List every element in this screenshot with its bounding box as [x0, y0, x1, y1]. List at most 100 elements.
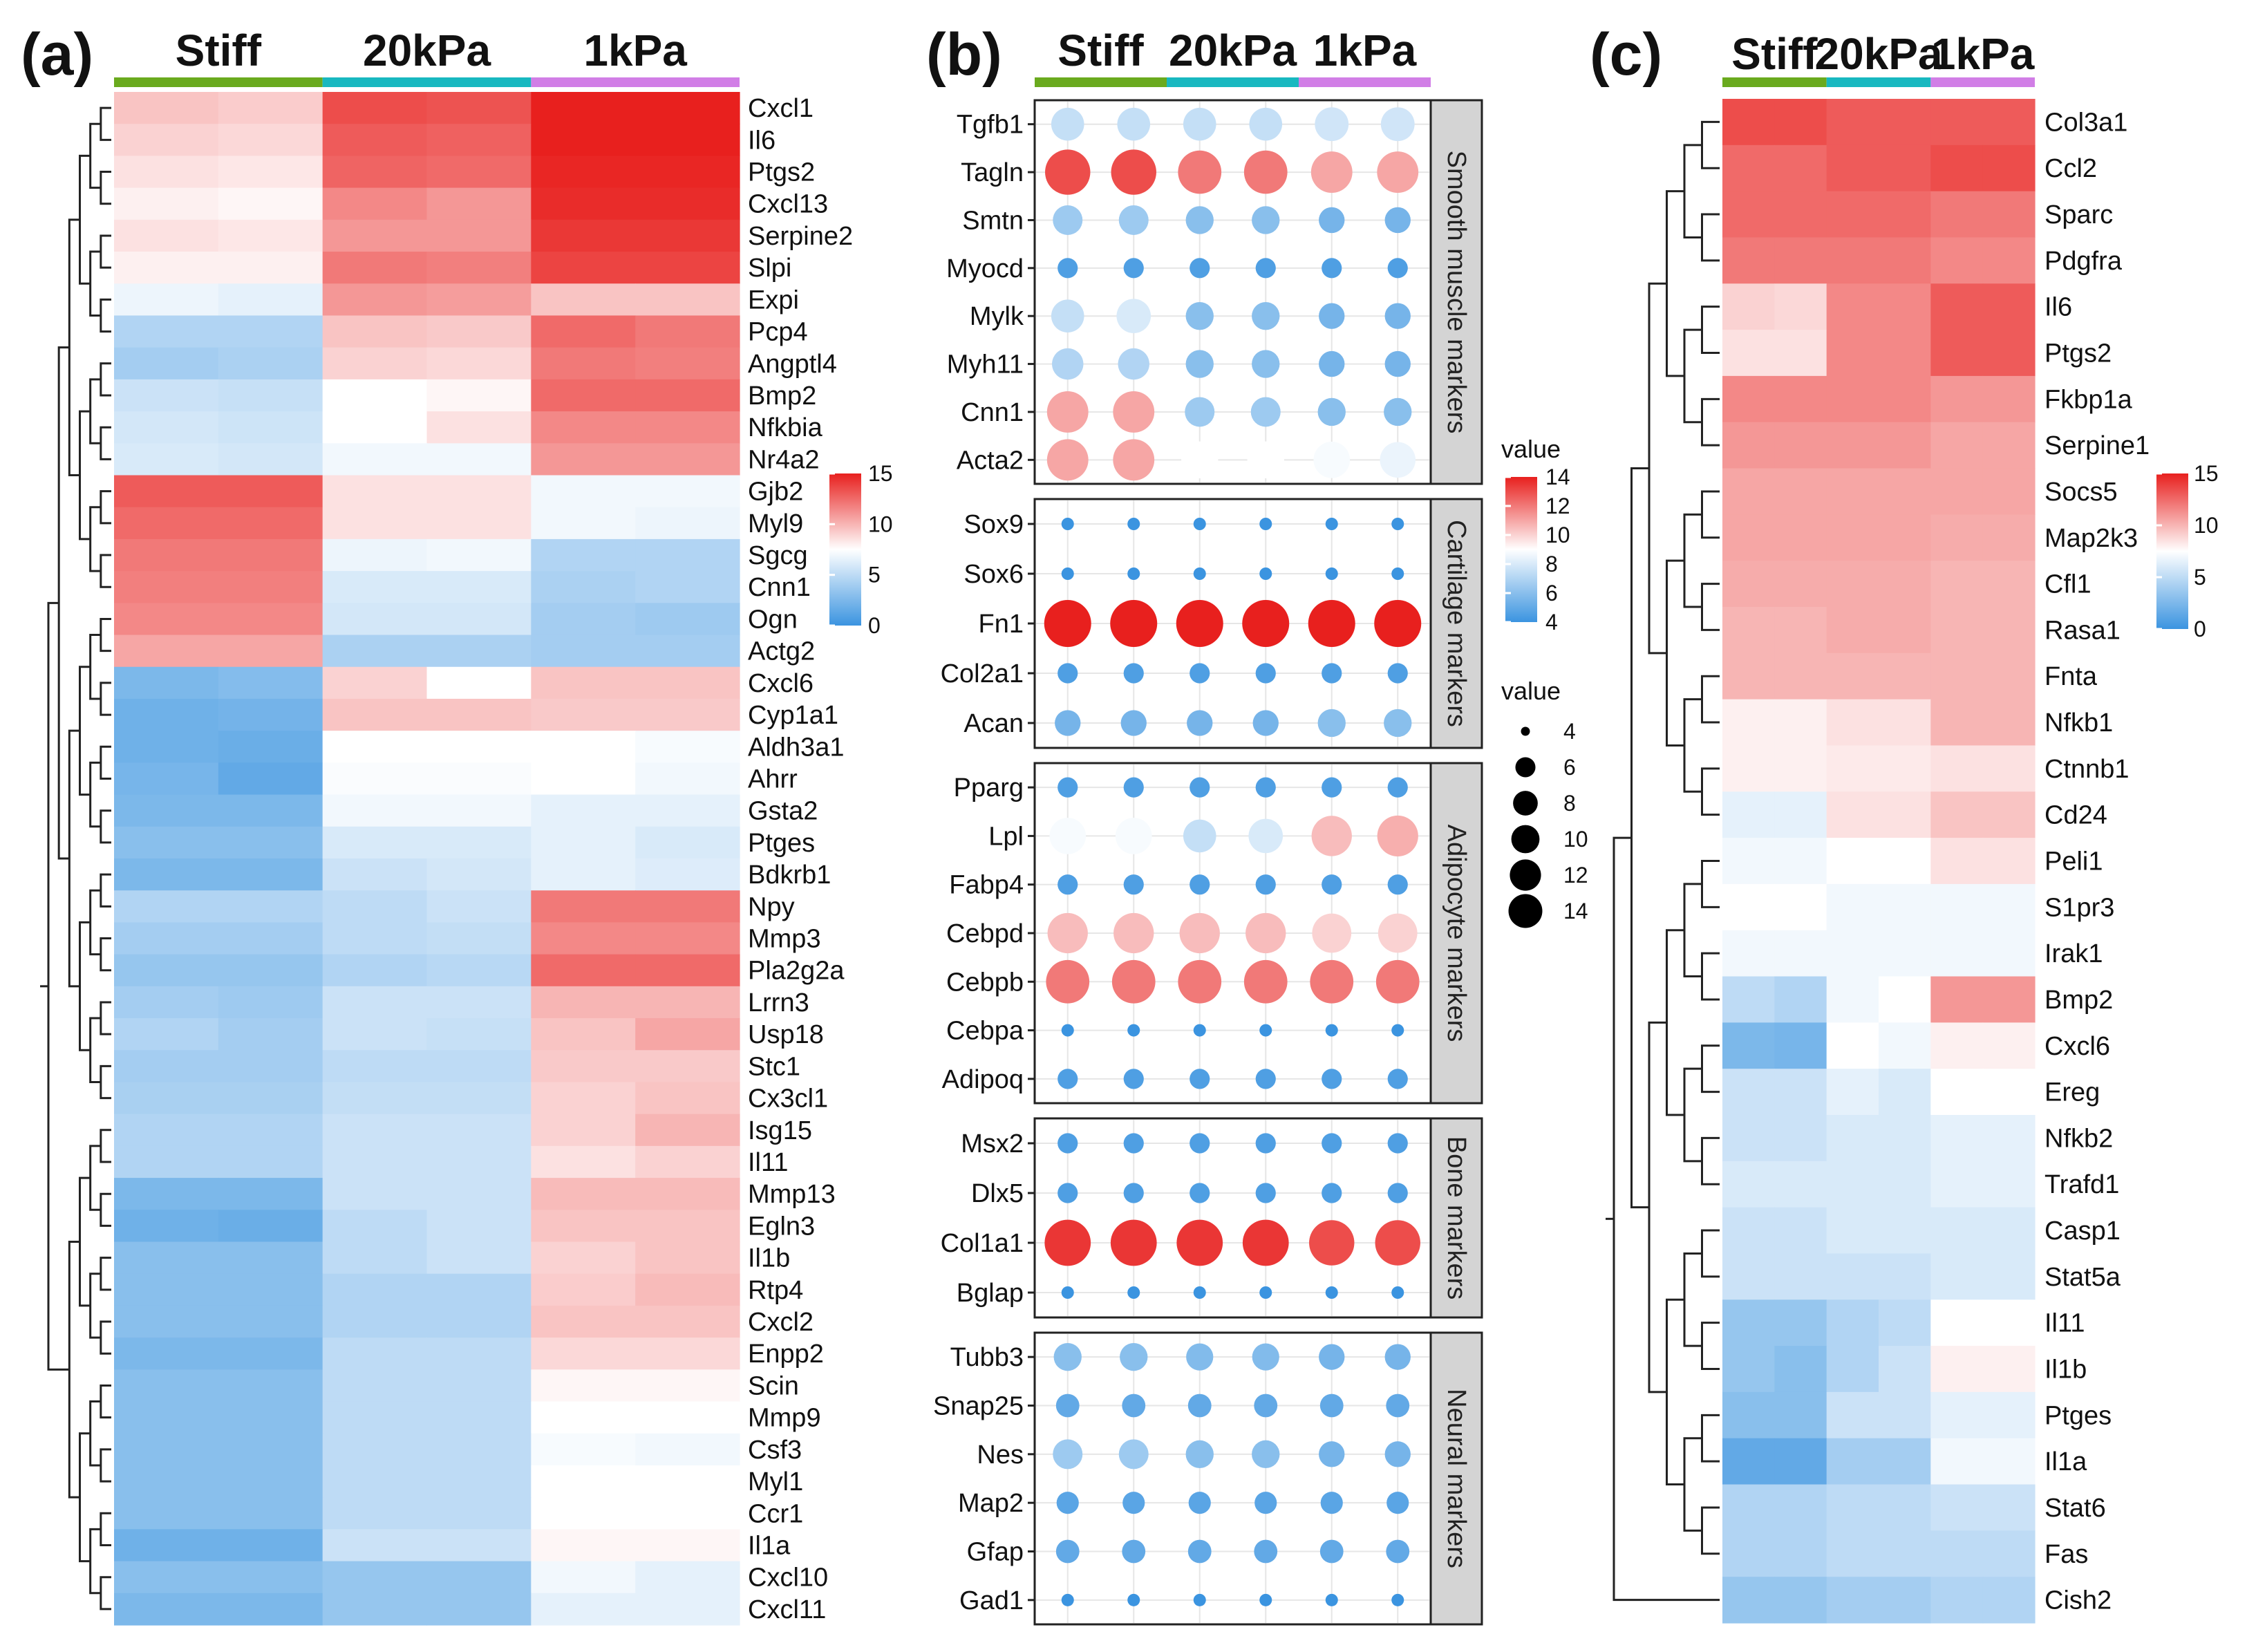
- dot: [1111, 959, 1156, 1004]
- heatmap-cell: [426, 443, 532, 476]
- heatmap-cell: [1826, 1577, 1879, 1624]
- heatmap-cell: [1982, 1299, 2036, 1346]
- heatmap-cell: [531, 1018, 636, 1051]
- heatmap-cell: [218, 635, 323, 668]
- dot: [1190, 258, 1210, 279]
- heatmap-cell: [1879, 976, 1931, 1023]
- heatmap-cell: [1826, 561, 1879, 608]
- dot-label-tubb3: Tubb3: [950, 1343, 1024, 1372]
- heatmap-cell: [531, 1305, 636, 1338]
- heatmap-cell: [322, 283, 428, 317]
- heatmap-cell: [114, 1337, 219, 1370]
- group-bar-stiff: [114, 77, 323, 87]
- colorbar-c-label: 5: [2194, 565, 2206, 590]
- heatmap-cell: [1982, 699, 2036, 747]
- size-legend-label: 14: [1563, 899, 1588, 923]
- dot: [1051, 299, 1084, 332]
- heatmap-cell: [1774, 1161, 1827, 1208]
- heatmap-cell: [1722, 330, 1775, 377]
- heatmap-cell: [322, 252, 428, 284]
- heatmap-cell: [1826, 745, 1879, 792]
- row-label-ptgs2: Ptgs2: [2044, 339, 2112, 368]
- dot: [1193, 567, 1206, 580]
- heatmap-cell: [426, 698, 532, 731]
- heatmap-cell: [426, 954, 532, 987]
- dot-label-cebpb: Cebpb: [946, 968, 1024, 997]
- heatmap-a: Stiff 20kPa 1kPa Cxcl1 Il6 Ptgs2 Cxcl13 Serpine…: [114, 26, 853, 1626]
- dot: [1384, 397, 1412, 426]
- dot: [1185, 350, 1214, 378]
- heatmap-cell: [1930, 1346, 1984, 1393]
- dot: [1384, 303, 1411, 329]
- heatmap-cell: [1826, 375, 1879, 423]
- heatmap-cell: [426, 538, 532, 572]
- row-label-sgcg: Sgcg: [748, 541, 808, 570]
- heatmap-cell: [322, 1082, 428, 1115]
- heatmap-cell: [1774, 237, 1827, 284]
- heatmap-cell: [218, 443, 323, 476]
- row-label-angptl4: Angptl4: [748, 350, 837, 379]
- row-label-il11: Il11: [748, 1148, 788, 1177]
- dendrogram-branch: [1666, 1298, 1684, 1486]
- heatmap-cell: [114, 507, 219, 540]
- dot: [1391, 1286, 1404, 1299]
- dendrogram-branch: [1683, 144, 1702, 238]
- dendrogram-branch: [100, 1512, 111, 1546]
- heatmap-cell: [1826, 283, 1879, 330]
- heatmap-cell: [426, 1529, 532, 1562]
- dot: [1179, 912, 1220, 954]
- heatmap-cell: [114, 794, 219, 827]
- dendrogram-branch: [100, 745, 111, 780]
- heatmap-cell: [1774, 330, 1827, 377]
- heatmap-cell: [1982, 561, 2036, 608]
- dendrogram-branch: [100, 1320, 111, 1355]
- dot: [1325, 1593, 1338, 1606]
- heatmap-cell: [426, 92, 532, 124]
- heatmap-cell: [1826, 1346, 1879, 1393]
- dot: [1387, 1183, 1408, 1203]
- dendrogram-branch: [1701, 1136, 1720, 1185]
- heatmap-cell: [114, 762, 219, 796]
- heatmap-cell: [1879, 1346, 1931, 1393]
- dot: [1311, 816, 1352, 856]
- dot: [1391, 1593, 1404, 1606]
- dot: [1127, 518, 1140, 530]
- dot-label-fn1: Fn1: [979, 610, 1024, 639]
- heatmap-cell: [322, 347, 428, 380]
- dendrogram-branch: [100, 362, 111, 397]
- size-legend-label: 12: [1563, 863, 1588, 888]
- dendrogram-a: [40, 106, 111, 1611]
- dot: [1315, 107, 1349, 142]
- heatmap-cell: [1930, 791, 1984, 838]
- heatmap-cell: [426, 922, 532, 955]
- heatmap-cell: [114, 1241, 219, 1275]
- heatmap-cell: [114, 475, 219, 508]
- heatmap-cell: [531, 635, 636, 668]
- colorbar-b-label: 6: [1545, 581, 1558, 606]
- heatmap-cell: [1722, 514, 1775, 561]
- dot: [1127, 1286, 1140, 1299]
- heatmap-cell: [1982, 1577, 2036, 1624]
- heatmap-cell: [114, 922, 219, 955]
- row-label-fkbp1a: Fkbp1a: [2044, 385, 2133, 414]
- dendrogram-branch: [79, 410, 91, 541]
- heatmap-cell: [531, 92, 636, 124]
- heatmap-cell: [1930, 1391, 1984, 1439]
- dot: [1252, 350, 1280, 378]
- heatmap-cell: [1930, 422, 1984, 469]
- heatmap-cell: [218, 922, 323, 955]
- dot: [1190, 1183, 1210, 1203]
- heatmap-cell: [1982, 191, 2036, 238]
- heatmap-cell: [635, 762, 740, 796]
- row-label-expi: Expi: [748, 285, 799, 315]
- dendrogram-branch: [89, 122, 101, 189]
- dendrogram-branch: [100, 1001, 111, 1035]
- colorbar-b-label: 10: [1545, 523, 1570, 547]
- row-label-ogn: Ogn: [748, 605, 798, 634]
- heatmap-cell: [218, 283, 323, 317]
- row-label-cish2: Cish2: [2044, 1586, 2112, 1615]
- dot-label-cnn1: Cnn1: [961, 398, 1024, 427]
- heatmap-cell: [1930, 237, 1984, 284]
- dot: [1322, 777, 1342, 798]
- heatmap-cell: [1774, 422, 1827, 469]
